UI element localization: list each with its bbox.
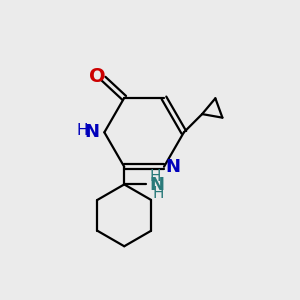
Text: N: N	[149, 176, 164, 194]
Text: H: H	[76, 123, 88, 138]
Text: H: H	[153, 186, 164, 201]
Text: O: O	[89, 67, 106, 86]
Text: H: H	[149, 169, 160, 184]
Text: N: N	[85, 123, 100, 141]
Text: N: N	[165, 158, 180, 176]
